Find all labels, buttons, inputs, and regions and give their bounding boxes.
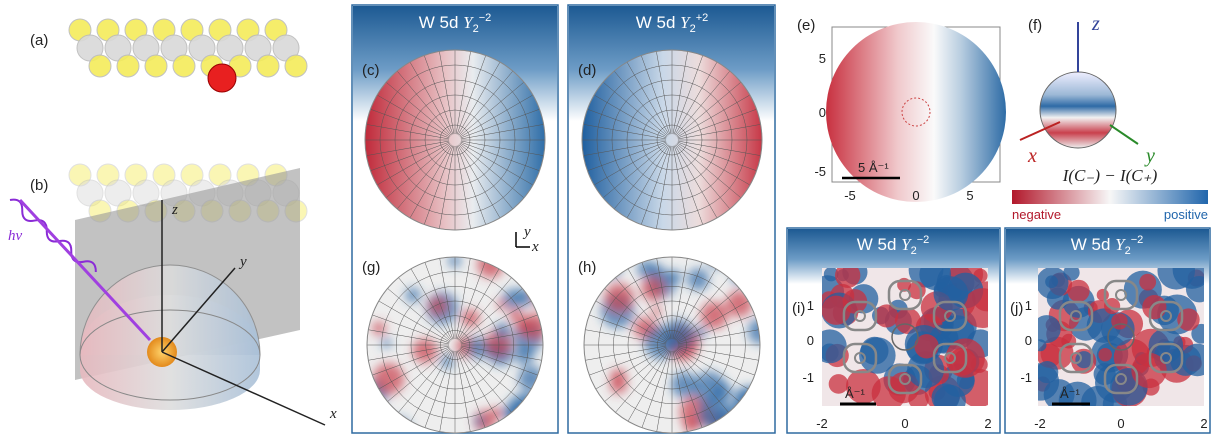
panel-label: (d) [578,62,596,79]
tick-label: 0 [1117,416,1124,431]
blob [429,297,448,316]
scale-bar-label: 5 Å⁻¹ [858,160,889,175]
scale-bar-label: Å⁻¹ [1060,386,1081,401]
blob [1098,348,1111,361]
scale-bar-label: Å⁻¹ [845,386,866,401]
tick-label: -5 [844,188,856,203]
tick-label: 1 [1025,298,1032,313]
tick-label: 2 [1200,416,1207,431]
tick-label: 0 [901,416,908,431]
tick-label: -1 [1020,370,1032,385]
blob [610,369,626,385]
blob [516,319,532,335]
tick-label: -2 [1034,416,1046,431]
panel-label: (j) [1010,300,1023,317]
blob [495,323,511,339]
map [811,253,1003,417]
panel-label: (a) [30,32,48,49]
tick-label: 1 [807,298,814,313]
panel-label: (f) [1028,17,1042,34]
blob [1045,275,1058,288]
blob [963,288,1003,328]
blob [740,245,768,273]
atom [145,55,167,77]
blob [1181,344,1213,377]
panel-label: (c) [362,62,380,79]
tick-label: 0 [807,333,814,348]
axis-label: x [1027,145,1037,167]
blob [726,290,752,316]
blob [721,424,735,438]
blob [1067,280,1089,302]
blob [605,283,634,312]
blob [474,416,485,427]
colorbar-high: positive [1164,207,1208,222]
tick-label: 0 [1025,333,1032,348]
panel-label: (e) [797,17,815,34]
atom [257,55,279,77]
blob [932,383,960,411]
photon-label: hν [8,228,23,244]
atom [208,64,236,92]
tick-label: 0 [912,188,919,203]
blob [813,329,847,363]
blob [1097,289,1109,301]
tick-label: -5 [814,164,826,179]
axis-label: z [1091,13,1100,35]
atom [117,55,139,77]
panel-label: (h) [578,259,596,276]
sphere [1040,72,1116,148]
disk [826,22,1006,202]
atom [285,55,307,77]
tick-label: 5 [966,188,973,203]
panel-label: (g) [362,259,380,276]
map [1022,250,1213,419]
tick-label: 5 [819,51,826,66]
panel-label: (b) [30,177,48,194]
colorbar-label: I(C₋) − I(C₊) [1062,166,1158,185]
atom [89,55,111,77]
tick-label: -1 [802,370,814,385]
blob [1033,315,1061,343]
geometry [7,168,325,425]
blob [515,346,533,364]
tick-label: -2 [816,416,828,431]
blob [1177,308,1199,330]
axis-label: x [329,406,337,422]
blob [497,299,507,309]
blob [684,418,699,433]
blob [1139,274,1156,291]
tick-label: 2 [984,416,991,431]
atom [173,55,195,77]
axis-label: y [522,224,531,240]
axis-label: z [171,202,178,218]
blob [671,372,697,398]
axis-label: x [531,239,539,255]
panel-label: (i) [792,300,805,317]
colorbar [1012,190,1208,204]
axis-label: y [238,254,247,270]
figure: y x 5 Å⁻¹ -5 0 5 5 0 -5 z x y I(C₋) − I(… [0,0,1213,439]
tick-label: 0 [819,105,826,120]
blob [381,338,391,348]
blob [1034,339,1046,351]
colorbar-low: negative [1012,207,1061,222]
blob [687,268,709,290]
axis-label: y [1144,145,1155,167]
blob [822,296,851,325]
blob [1142,295,1166,319]
